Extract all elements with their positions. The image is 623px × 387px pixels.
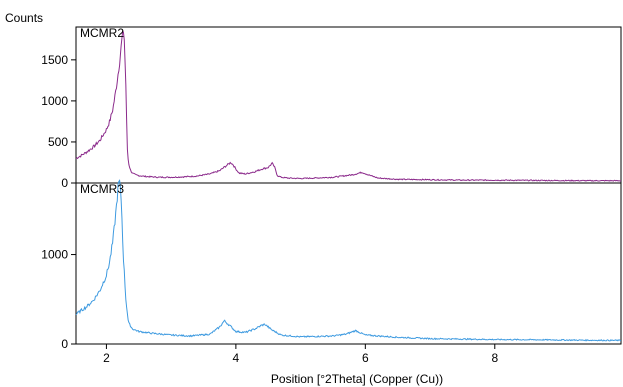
chart-panels: 0 500 1000 1500 MCMR2 0 1000 MCMR3 2 4 6 8 xyxy=(41,26,622,365)
y-tick-label: 500 xyxy=(48,135,68,149)
panel-frame xyxy=(75,182,622,345)
x-tick-label: 2 xyxy=(103,351,110,365)
panel-frame xyxy=(75,26,622,184)
x-axis-label: Position [°2Theta] (Copper (Cu)) xyxy=(271,372,443,386)
panel-label: MCMR3 xyxy=(80,182,124,196)
panel-mcmr2: 0 500 1000 1500 MCMR2 xyxy=(41,26,622,190)
series-line-mcmr3 xyxy=(75,179,622,342)
y-axis-label: Counts xyxy=(5,11,43,25)
x-tick-label: 6 xyxy=(362,351,369,365)
panel-mcmr3: 0 1000 MCMR3 xyxy=(41,179,622,351)
y-tick-label: 1500 xyxy=(41,53,68,67)
y-tick-label: 1000 xyxy=(41,248,68,262)
x-tick-label: 8 xyxy=(491,351,498,365)
x-axis: 2 4 6 8 xyxy=(103,344,498,365)
x-tick-label: 4 xyxy=(233,351,240,365)
y-tick-label: 0 xyxy=(61,176,68,190)
series-line-mcmr2 xyxy=(75,30,622,182)
y-tick-label: 1000 xyxy=(41,94,68,108)
y-tick-label: 0 xyxy=(61,337,68,351)
panel-label: MCMR2 xyxy=(80,26,124,40)
